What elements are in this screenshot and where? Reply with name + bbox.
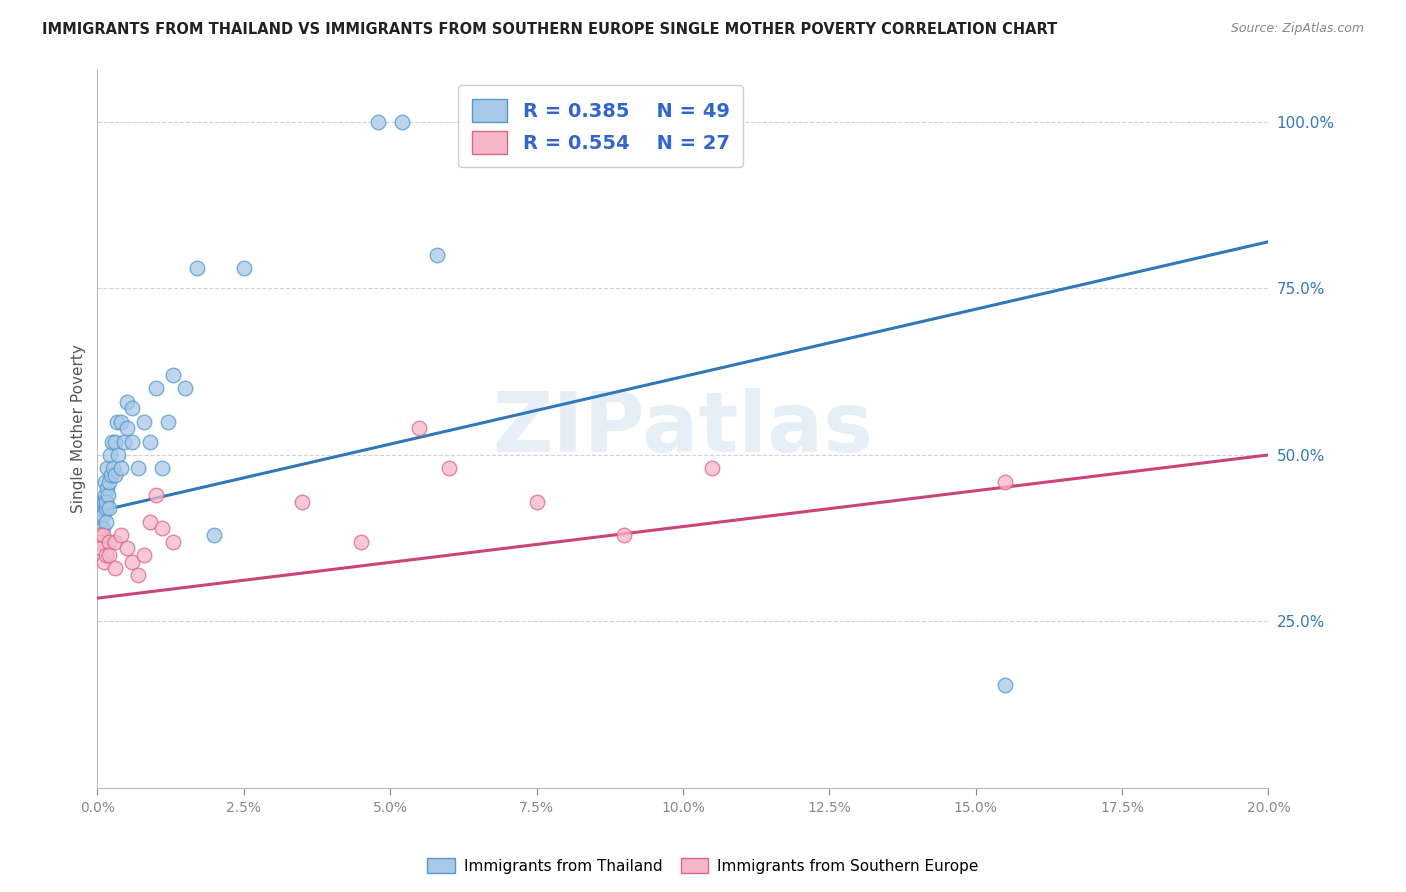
Point	[97, 488, 120, 502]
Point	[408, 421, 430, 435]
Point	[98, 448, 121, 462]
Point	[121, 555, 143, 569]
Point	[89, 515, 111, 529]
Point	[96, 461, 118, 475]
Point	[104, 534, 127, 549]
Point	[93, 494, 115, 508]
Point	[90, 541, 112, 556]
Point	[94, 515, 117, 529]
Point	[150, 521, 173, 535]
Point	[89, 528, 111, 542]
Point	[994, 678, 1017, 692]
Point	[121, 401, 143, 416]
Point	[613, 528, 636, 542]
Point	[93, 555, 115, 569]
Point	[94, 488, 117, 502]
Point	[139, 515, 162, 529]
Point	[391, 115, 413, 129]
Point	[139, 434, 162, 449]
Point	[110, 415, 132, 429]
Point	[162, 534, 184, 549]
Text: Source: ZipAtlas.com: Source: ZipAtlas.com	[1230, 22, 1364, 36]
Point	[186, 261, 208, 276]
Point	[174, 381, 197, 395]
Point	[104, 434, 127, 449]
Point	[98, 548, 121, 562]
Text: ZIPatlas: ZIPatlas	[492, 388, 873, 469]
Point	[89, 534, 111, 549]
Y-axis label: Single Mother Poverty: Single Mother Poverty	[72, 343, 86, 513]
Point	[112, 434, 135, 449]
Text: IMMIGRANTS FROM THAILAND VS IMMIGRANTS FROM SOUTHERN EUROPE SINGLE MOTHER POVERT: IMMIGRANTS FROM THAILAND VS IMMIGRANTS F…	[42, 22, 1057, 37]
Point	[110, 528, 132, 542]
Point	[204, 528, 226, 542]
Point	[98, 475, 121, 489]
Point	[96, 481, 118, 495]
Point	[367, 115, 389, 129]
Point	[101, 461, 124, 475]
Legend: Immigrants from Thailand, Immigrants from Southern Europe: Immigrants from Thailand, Immigrants fro…	[420, 852, 986, 880]
Point	[87, 528, 110, 542]
Point	[91, 494, 114, 508]
Legend: R = 0.385    N = 49, R = 0.554    N = 27: R = 0.385 N = 49, R = 0.554 N = 27	[458, 86, 744, 168]
Point	[291, 494, 314, 508]
Point	[127, 461, 149, 475]
Point	[526, 494, 548, 508]
Point	[104, 467, 127, 482]
Point	[94, 548, 117, 562]
Point	[145, 488, 167, 502]
Point	[101, 434, 124, 449]
Point	[121, 434, 143, 449]
Point	[110, 461, 132, 475]
Point	[115, 421, 138, 435]
Point	[91, 534, 114, 549]
Point	[156, 415, 179, 429]
Point	[98, 534, 121, 549]
Point	[994, 475, 1017, 489]
Point	[115, 541, 138, 556]
Point	[91, 528, 114, 542]
Point	[426, 248, 449, 262]
Point	[232, 261, 254, 276]
Point	[94, 501, 117, 516]
Point	[437, 461, 460, 475]
Point	[350, 534, 373, 549]
Point	[134, 548, 156, 562]
Point	[150, 461, 173, 475]
Point	[162, 368, 184, 382]
Point	[107, 448, 129, 462]
Point	[127, 567, 149, 582]
Point	[100, 467, 122, 482]
Point	[91, 508, 114, 522]
Point	[115, 394, 138, 409]
Point	[90, 521, 112, 535]
Point	[104, 561, 127, 575]
Point	[105, 415, 128, 429]
Point	[134, 415, 156, 429]
Point	[702, 461, 724, 475]
Point	[94, 494, 117, 508]
Point	[91, 521, 114, 535]
Point	[90, 501, 112, 516]
Point	[98, 501, 121, 516]
Point	[145, 381, 167, 395]
Point	[94, 475, 117, 489]
